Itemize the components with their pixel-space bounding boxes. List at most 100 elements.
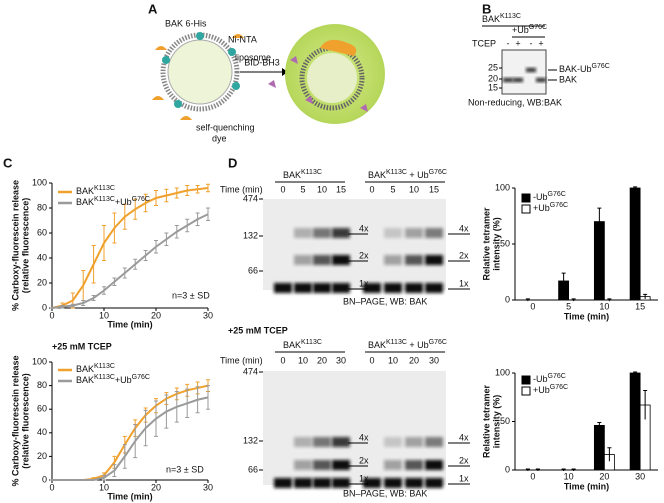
y-tick-label: 50 (500, 416, 510, 426)
gel-band (294, 478, 312, 488)
legend-label-part: BAK (76, 364, 94, 374)
gel-band (405, 437, 423, 447)
lane-label: 10 (409, 184, 419, 194)
legend-label-part: G76C (132, 196, 150, 203)
x-tick-label: 0 (49, 482, 54, 492)
mw-marker: 66 (248, 464, 258, 474)
legend-label-part: BAK (76, 375, 94, 385)
legend-label-part: +Ub (115, 197, 132, 207)
mw-marker: 474 (243, 366, 258, 376)
lane-label: 20 (409, 355, 419, 365)
lane-sign: - (530, 38, 533, 48)
diagram-label: self-quenching (196, 122, 255, 132)
error-bar (633, 186, 638, 190)
blot-header-part: K113C (500, 13, 521, 20)
gel-condition: +25 mM TCEP (228, 325, 288, 335)
legend-swatch (521, 386, 531, 396)
gel-band (332, 460, 350, 470)
x-tick-label: 20 (599, 471, 609, 481)
legend-label: -UbG76C (533, 191, 566, 202)
gel-band (384, 228, 402, 238)
gel-image (263, 199, 446, 290)
gel-footer: BN–PAGE, WB: BAK (343, 296, 427, 306)
gel-band (274, 283, 292, 293)
gel-band (294, 460, 312, 470)
x-axis-label: Time (min) (564, 481, 609, 491)
blot-header-part: BAK (482, 14, 500, 24)
panel-label: D (228, 155, 237, 170)
gel-group-part: G76C (429, 339, 447, 346)
y-tick-label: 50 (500, 238, 510, 248)
gel-band (332, 437, 350, 447)
gel-group-part: K113C (301, 169, 322, 176)
error-bar (535, 468, 540, 471)
legend-label-part: G76C (548, 373, 566, 380)
x-tick-label: 0 (530, 471, 535, 481)
band-label: 4x (459, 432, 469, 442)
legend-label: BAKK113C+UbG76C (76, 196, 150, 207)
error-bar (607, 447, 612, 462)
mw-marker: 132 (243, 230, 258, 240)
lane-label: 0 (280, 355, 285, 365)
band-label: 2x (459, 250, 469, 260)
diagram-label: Ni-NTA (228, 34, 257, 44)
gel-band (332, 228, 350, 238)
gel-band (274, 478, 292, 488)
blot-band (503, 78, 513, 82)
x-tick-label: 30 (635, 471, 645, 481)
legend-label-part: K113C (94, 374, 115, 381)
y-tick-label: 80 (37, 380, 47, 390)
gel-group: BAKK113C + UbG76C (368, 339, 447, 350)
gel-group-part: BAK (368, 340, 386, 350)
gel-band (425, 255, 443, 265)
legend-label-part: +Ub (533, 385, 550, 395)
band-label: 2x (359, 455, 369, 465)
diagram-label: liposome (235, 52, 271, 62)
error-bar (643, 293, 648, 299)
arrow-label: BID-BH3 (244, 57, 280, 67)
blot-header: +UbG76C (512, 24, 547, 35)
band-label: BAK-UbG76C (559, 63, 610, 74)
legend-label-part: G76C (548, 191, 566, 198)
legend-label: BAKK113C (76, 363, 115, 374)
chart-title: +25 mM TCEP (52, 341, 112, 351)
bar (593, 424, 605, 471)
x-tick-label: 20 (151, 310, 161, 320)
band-label: 1x (459, 473, 469, 483)
legend-label-part: K113C (94, 196, 115, 203)
panel-label: C (3, 155, 13, 170)
gel-band (313, 283, 331, 293)
y-tick-label: 60 (37, 227, 47, 237)
gel-group-part: K113C (386, 339, 407, 346)
lane-label: 0 (369, 184, 374, 194)
gel-group-part: BAK (283, 340, 301, 350)
band-label: 1x (359, 278, 369, 288)
lane-label: 15 (429, 184, 439, 194)
gel-band (313, 228, 331, 238)
band-label: 4x (459, 223, 469, 233)
x-axis-label: Time (min) (564, 311, 609, 321)
y-tick-label: 20 (37, 277, 47, 287)
x-tick-label: 0 (530, 301, 535, 311)
gel-group-part: G76C (429, 169, 447, 176)
x-tick-label: 10 (564, 471, 574, 481)
x-axis-label: Time (min) (107, 319, 152, 329)
legend-label-part: -Ub (533, 374, 548, 384)
gel-band (332, 255, 350, 265)
band-label: 2x (459, 455, 469, 465)
annotation: n=3 ± SD (172, 290, 210, 300)
band-label: 4x (359, 432, 369, 442)
blot-image (501, 49, 547, 95)
mw-marker: 25 (488, 62, 498, 72)
error-bar (597, 207, 602, 236)
series-line (51, 187, 209, 309)
x-tick-label: 10 (599, 301, 609, 311)
lane-label: 0 (369, 355, 374, 365)
gel-band (425, 478, 443, 488)
gel-band (294, 228, 312, 238)
y-tick-label: 20 (37, 451, 47, 461)
gel-band (313, 478, 331, 488)
series-line (52, 396, 209, 481)
bar (629, 372, 641, 471)
